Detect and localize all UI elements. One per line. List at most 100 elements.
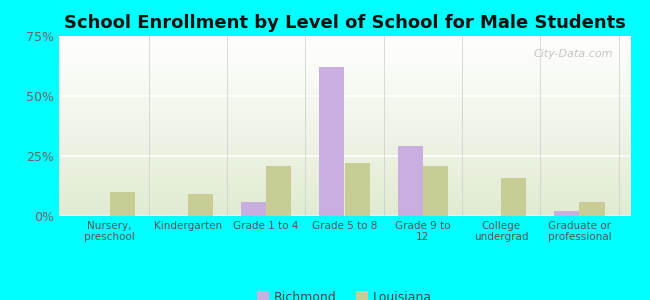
Bar (58, 171, 630, 172)
Bar (58, 159, 630, 160)
Bar (58, 40, 630, 41)
Bar (58, 110, 630, 111)
Bar (58, 190, 630, 191)
Bar (58, 203, 630, 204)
Bar (319, 67, 344, 216)
Bar (58, 70, 630, 71)
Bar (58, 50, 630, 51)
Bar (58, 178, 630, 179)
Bar (58, 75, 630, 76)
Bar (58, 146, 630, 147)
Bar (58, 63, 630, 64)
Bar (58, 57, 630, 58)
Bar (58, 154, 630, 155)
Bar (58, 198, 630, 199)
Bar (58, 160, 630, 161)
Bar (58, 51, 630, 52)
Bar (58, 148, 630, 149)
Bar (58, 202, 630, 203)
Bar (58, 141, 630, 142)
Bar (58, 36, 630, 37)
Bar (58, 73, 630, 74)
Bar (58, 55, 630, 56)
Bar (58, 105, 630, 106)
Bar (58, 66, 630, 67)
Bar (58, 86, 630, 87)
Bar (58, 39, 630, 40)
Bar (58, 151, 630, 152)
Bar (58, 164, 630, 165)
Bar (58, 197, 630, 198)
Bar (58, 127, 630, 128)
Bar (58, 76, 630, 77)
Bar (58, 167, 630, 168)
Bar (58, 123, 630, 124)
Bar (58, 85, 630, 86)
Bar (58, 207, 630, 208)
Bar (422, 166, 448, 216)
Bar (58, 103, 630, 104)
Bar (58, 47, 630, 48)
Bar (58, 187, 630, 188)
Bar (58, 177, 630, 178)
Bar (58, 149, 630, 150)
Bar (58, 83, 630, 84)
Bar (58, 117, 630, 118)
Bar (58, 96, 630, 97)
Bar (58, 88, 630, 89)
Bar (58, 122, 630, 123)
Bar (58, 174, 630, 175)
Bar (58, 214, 630, 215)
Bar (58, 106, 630, 107)
Bar (58, 139, 630, 140)
Bar (58, 115, 630, 116)
Bar (58, 72, 630, 73)
Bar (58, 84, 630, 85)
Bar (58, 175, 630, 176)
Bar (58, 44, 630, 45)
Bar (58, 191, 630, 192)
Bar (58, 126, 630, 127)
Bar (58, 52, 630, 53)
Bar (58, 215, 630, 216)
Bar (58, 91, 630, 92)
Bar (58, 131, 630, 132)
Bar (58, 125, 630, 126)
Bar (58, 206, 630, 207)
Bar (554, 211, 579, 216)
Bar (58, 104, 630, 105)
Bar (58, 142, 630, 143)
Bar (58, 210, 630, 211)
Bar (58, 165, 630, 166)
Bar (58, 135, 630, 136)
Bar (58, 140, 630, 141)
Bar (58, 99, 630, 100)
Bar (58, 137, 630, 138)
Bar (58, 46, 630, 47)
Bar (58, 213, 630, 214)
Bar (58, 43, 630, 44)
Bar (58, 202, 630, 203)
Bar (58, 113, 630, 114)
Bar (58, 74, 630, 75)
Bar (58, 158, 630, 159)
Bar (58, 132, 630, 133)
Bar (58, 179, 630, 180)
Bar (58, 128, 630, 129)
Bar (58, 77, 630, 78)
Bar (58, 196, 630, 197)
Bar (58, 38, 630, 39)
Bar (58, 42, 630, 43)
Bar (241, 202, 266, 216)
Bar (58, 138, 630, 139)
Bar (58, 153, 630, 154)
Bar (398, 146, 423, 216)
Bar (501, 178, 526, 216)
Bar (58, 53, 630, 54)
Bar (58, 129, 630, 130)
Bar (58, 188, 630, 189)
Bar (58, 145, 630, 146)
Bar (58, 92, 630, 93)
Bar (58, 136, 630, 137)
Bar (579, 202, 604, 216)
